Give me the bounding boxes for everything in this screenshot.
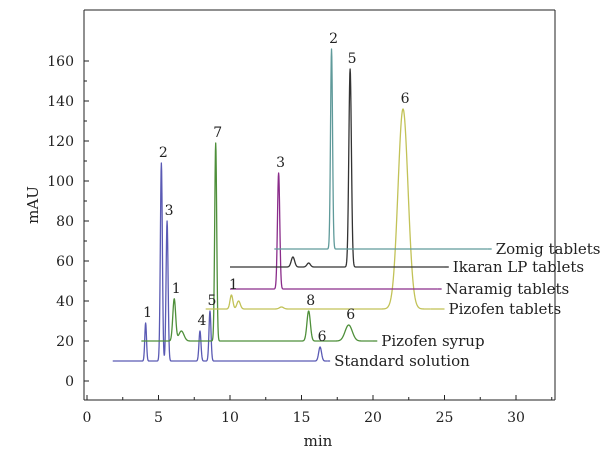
x-tick-label: 15 — [293, 410, 311, 426]
x-tick-label: 0 — [83, 410, 92, 426]
peak-label: 6 — [401, 91, 410, 107]
traces-group — [112, 48, 492, 362]
trace-line — [112, 162, 328, 362]
axes-group — [83, 9, 556, 401]
trace-line — [140, 142, 374, 342]
y-tick-label: 160 — [47, 54, 74, 70]
trace-line — [205, 108, 431, 310]
peak-label: 3 — [165, 203, 174, 219]
peak-label: 5 — [208, 293, 217, 309]
trace-line — [273, 48, 488, 250]
x-tick-label: 20 — [364, 410, 382, 426]
y-tick-label: 100 — [47, 174, 74, 190]
y-tick-label: 140 — [47, 94, 74, 110]
peak-label: 7 — [213, 125, 222, 141]
peak-label: 3 — [276, 155, 285, 171]
y-tick-label: 40 — [56, 294, 74, 310]
y-tick-label: 80 — [56, 214, 74, 230]
peak-label: 2 — [329, 31, 338, 47]
trace-line — [229, 172, 438, 290]
x-axis-label: min — [304, 432, 333, 450]
peak-label: 1 — [143, 305, 152, 321]
trace-label: Ikaran LP tablets — [453, 258, 584, 276]
trace-label: Pizofen syrup — [381, 332, 484, 350]
peak-label: 6 — [346, 307, 355, 323]
trace-labels-group: Standard solution Pizofen syrup Pizofen ta… — [334, 240, 600, 370]
trace-label: Naramig tablets — [446, 280, 570, 298]
peak-label: 6 — [318, 329, 327, 345]
y-ticks: 0 20 40 60 80 100 120 140 160 — [47, 54, 89, 390]
y-axis-label: mAU — [24, 186, 42, 224]
peak-label: 1 — [229, 277, 238, 293]
x-tick-label: 25 — [436, 410, 454, 426]
y-tick-label: 20 — [56, 334, 74, 350]
y-tick-label: 0 — [65, 374, 74, 390]
x-tick-label: 30 — [507, 410, 525, 426]
y-tick-label: 120 — [47, 134, 74, 150]
x-ticks: 0 5 10 15 20 25 30 — [83, 395, 553, 426]
trace-label: Zomig tablets — [496, 240, 600, 258]
peak-label: 4 — [198, 313, 207, 329]
trace-label: Standard solution — [334, 352, 470, 370]
peak-label: 8 — [306, 293, 315, 309]
y-tick-label: 60 — [56, 254, 74, 270]
x-tick-label: 10 — [221, 410, 239, 426]
trace-line — [229, 68, 445, 268]
trace-label: Pizofen tablets — [449, 300, 562, 318]
x-tick-label: 5 — [154, 410, 163, 426]
peak-label: 5 — [348, 51, 357, 67]
peak-label: 2 — [159, 145, 168, 161]
peak-label: 1 — [172, 281, 181, 297]
